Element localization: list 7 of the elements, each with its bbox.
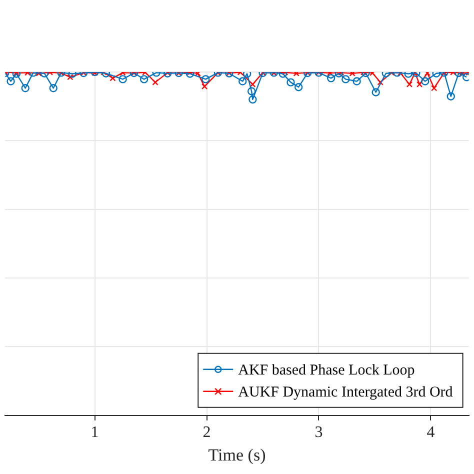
- x-tick-label: 1: [90, 424, 99, 442]
- legend-label: AUKF Dynamic Intergated 3rd Ord: [238, 384, 454, 400]
- legend-label: AKF based Phase Lock Loop: [238, 362, 415, 378]
- x-tick-label: 2: [202, 424, 211, 442]
- x-axis-title: Time (s): [208, 445, 266, 464]
- x-tick-label: 4: [426, 424, 435, 442]
- x-tick-label: 3: [314, 424, 323, 442]
